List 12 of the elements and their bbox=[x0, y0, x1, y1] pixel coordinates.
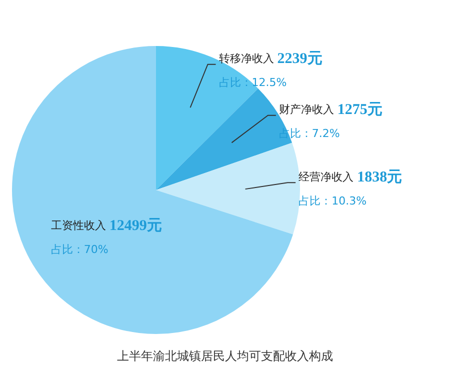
text: 占比：10.3% bbox=[298, 194, 367, 208]
data-label: 1275元 bbox=[337, 101, 382, 118]
data-label: 2239元 bbox=[277, 50, 322, 68]
data-label: 1838元 bbox=[357, 168, 402, 186]
slice-label: 经营净收入 bbox=[298, 170, 358, 184]
slice-label: 财产净收入 bbox=[278, 103, 338, 116]
data-label: 12499元 bbox=[109, 216, 162, 234]
text: 占比：12.5% bbox=[218, 76, 287, 90]
slice-label: 转移净收入 bbox=[218, 52, 278, 66]
slice-label: 工资性收入 bbox=[50, 218, 110, 232]
text: 上半年渝北城镇居民人均可支配收入构成 bbox=[116, 348, 334, 365]
text: 占比：70% bbox=[50, 242, 108, 256]
